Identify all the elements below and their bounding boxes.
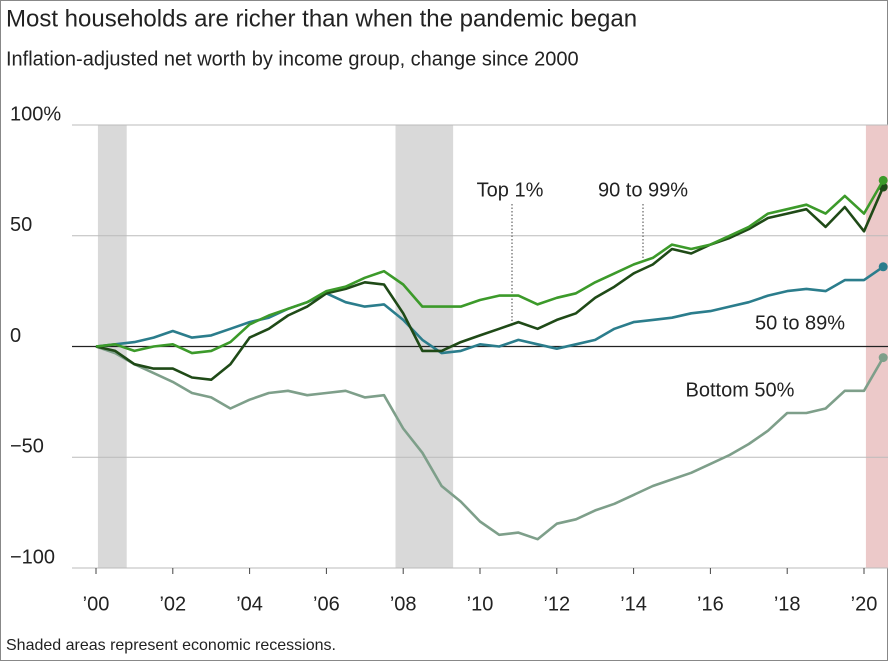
end-dot <box>878 175 888 185</box>
x-tick-label: ’10 <box>467 593 494 615</box>
y-tick-label: −50 <box>10 436 44 458</box>
end-dot <box>878 262 888 272</box>
x-tick-label: ’04 <box>236 593 263 615</box>
series-line <box>95 179 885 355</box>
series-line <box>95 186 885 381</box>
y-tick-label: 100% <box>10 103 61 125</box>
x-tick-label: ’18 <box>774 593 801 615</box>
chart-title: Most households are richer than when the… <box>6 5 637 32</box>
x-tick-label: ’14 <box>620 593 647 615</box>
end-dot <box>878 353 888 363</box>
y-tick-label: 50 <box>10 214 32 236</box>
series-line <box>95 265 884 355</box>
x-tick-label: ’06 <box>313 593 340 615</box>
x-tick-label: ’12 <box>543 593 570 615</box>
y-tick-label: −100 <box>10 546 55 568</box>
x-tick-label: ’20 <box>851 593 878 615</box>
x-tick-label: ’16 <box>697 593 724 615</box>
chart-subtitle: Inflation-adjusted net worth by income g… <box>6 48 579 70</box>
series-label: 90 to 99% <box>598 179 688 201</box>
x-tick-label: ’02 <box>159 593 186 615</box>
series-label: 50 to 89% <box>755 312 845 334</box>
footnote: Shaded areas represent economic recessio… <box>6 637 336 654</box>
series-label: Top 1% <box>477 179 544 201</box>
series-line <box>95 345 885 541</box>
x-tick-label: ’08 <box>390 593 417 615</box>
x-tick-label: ’00 <box>83 593 110 615</box>
series-label: Bottom 50% <box>686 379 795 401</box>
y-tick-label: 0 <box>10 325 21 347</box>
